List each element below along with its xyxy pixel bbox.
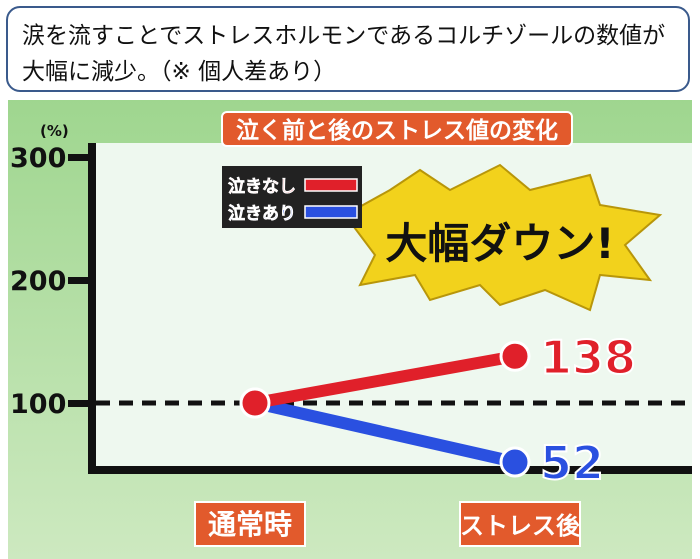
data-label-1: 52 (540, 436, 604, 490)
series-line-0 (249, 350, 521, 409)
y-tick-label-100: 100 (10, 389, 66, 420)
y-tick-mark-100 (68, 400, 88, 407)
x-category-box-0 (194, 501, 306, 547)
legend-swatch-1 (304, 205, 358, 219)
y-axis-label: (%) (40, 122, 69, 140)
x-category-label-0: 通常時 (208, 508, 292, 541)
data-point-0-0 (239, 387, 271, 419)
legend-label-0: 泣きなし (228, 176, 296, 197)
legend-swatch-0 (304, 178, 358, 192)
x-category-box-1 (459, 501, 581, 547)
caption-text: 涙を流すことでストレスホルモンであるコルチゾールの数値が大幅に減少。（※ 個人差… (22, 23, 666, 85)
x-axis (88, 466, 692, 474)
x-category-label-1: ストレス後 (460, 512, 581, 540)
annotation-text: 大幅ダウン! (385, 219, 614, 268)
chart-title: 泣く前と後のストレス値の変化 (236, 117, 558, 144)
y-tick-label-300: 300 (10, 143, 66, 174)
data-label-0: 138 (540, 330, 636, 384)
legend-label-1: 泣きあり (228, 203, 296, 224)
y-tick-label-200: 200 (10, 266, 66, 297)
title-banner (221, 111, 573, 147)
annotation-starburst (343, 163, 663, 312)
series-line-1 (249, 397, 521, 469)
data-point-1-1 (499, 446, 531, 478)
y-tick-mark-200 (68, 277, 88, 284)
y-axis (88, 143, 96, 473)
caption-box: 涙を流すことでストレスホルモンであるコルチゾールの数値が大幅に減少。（※ 個人差… (6, 6, 690, 92)
data-point-0-1 (499, 340, 531, 372)
y-tick-mark-300 (68, 154, 88, 161)
